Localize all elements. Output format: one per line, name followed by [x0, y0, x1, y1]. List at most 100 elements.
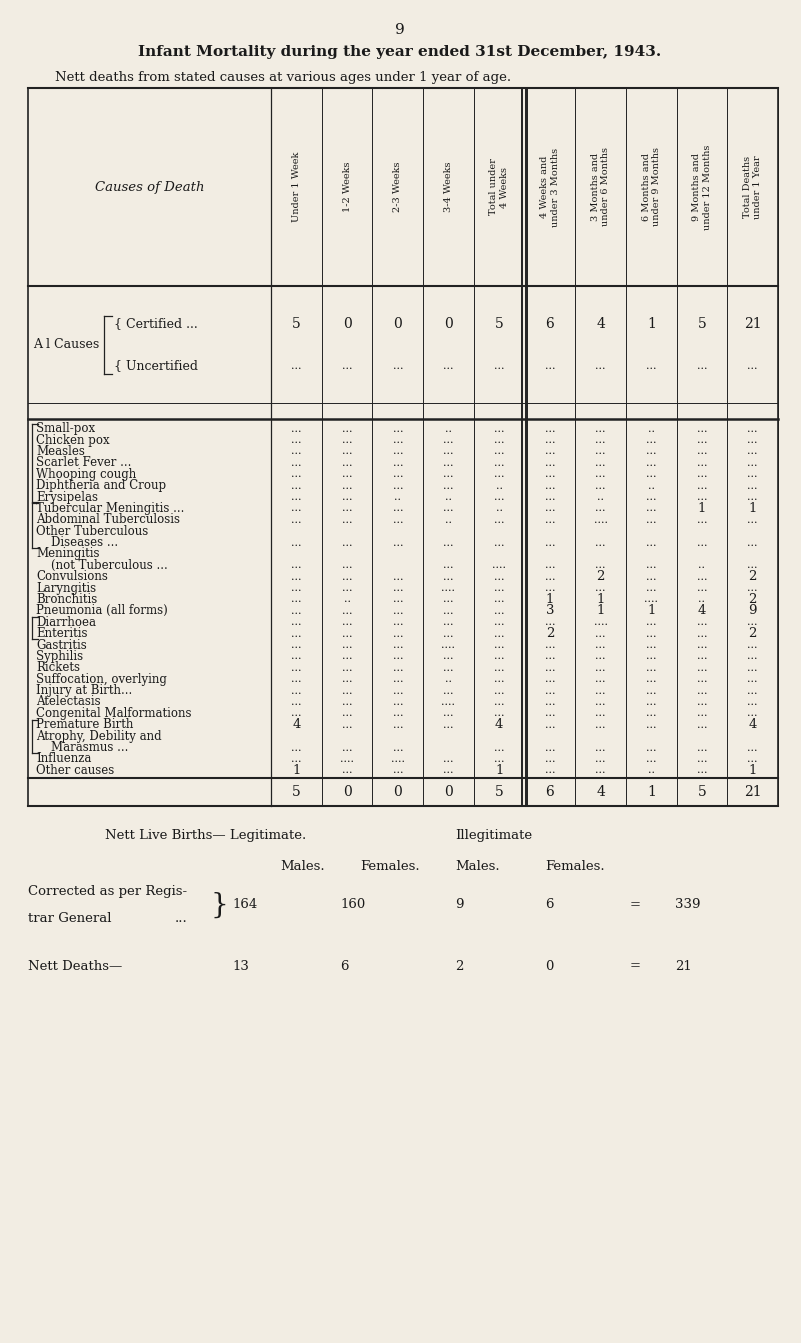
- Text: 4: 4: [596, 786, 605, 799]
- Text: ...: ...: [545, 514, 555, 525]
- Text: ...: ...: [747, 753, 758, 764]
- Text: ...: ...: [747, 560, 758, 571]
- Text: ...: ...: [342, 423, 352, 434]
- Text: ...: ...: [747, 481, 758, 490]
- Text: ...: ...: [646, 514, 657, 525]
- Text: ...: ...: [697, 435, 707, 445]
- Text: ...: ...: [545, 423, 555, 434]
- Text: ...: ...: [646, 435, 657, 445]
- Text: ....: ....: [441, 583, 456, 594]
- Text: ...: ...: [342, 504, 352, 513]
- Text: Tubercular Meningitis ...: Tubercular Meningitis ...: [36, 502, 184, 514]
- Text: ...: ...: [392, 708, 403, 719]
- Text: =: =: [630, 959, 641, 972]
- Text: ...: ...: [291, 629, 302, 639]
- Text: ....: ....: [391, 753, 405, 764]
- Text: ...: ...: [747, 492, 758, 502]
- Text: 6: 6: [545, 786, 554, 799]
- Text: ...: ...: [291, 674, 302, 684]
- Text: ...: ...: [291, 583, 302, 594]
- Text: 2: 2: [748, 627, 757, 641]
- Text: 0: 0: [343, 317, 352, 330]
- Text: ...: ...: [443, 618, 453, 627]
- Text: 1: 1: [597, 604, 605, 618]
- Text: 2-3 Weeks: 2-3 Weeks: [393, 161, 402, 212]
- Text: ...: ...: [545, 720, 555, 729]
- Text: ...: ...: [697, 651, 707, 662]
- Text: ...: ...: [392, 537, 403, 548]
- Text: 4: 4: [596, 317, 605, 330]
- Text: ...: ...: [646, 685, 657, 696]
- Text: ..: ..: [445, 492, 452, 502]
- Text: ...: ...: [545, 674, 555, 684]
- Text: ...: ...: [595, 537, 606, 548]
- Text: 4: 4: [292, 719, 300, 731]
- Text: ...: ...: [342, 663, 352, 673]
- Text: ...: ...: [545, 504, 555, 513]
- Text: ...: ...: [545, 560, 555, 571]
- Text: ...: ...: [747, 514, 758, 525]
- Text: Marasmus ...: Marasmus ...: [36, 741, 128, 753]
- Text: ...: ...: [646, 753, 657, 764]
- Text: 1-2 Weeks: 1-2 Weeks: [343, 161, 352, 212]
- Text: ...: ...: [494, 685, 505, 696]
- Text: ...: ...: [342, 469, 352, 479]
- Text: ....: ....: [492, 560, 506, 571]
- Text: ...: ...: [595, 446, 606, 457]
- Text: ..: ..: [648, 423, 654, 434]
- Text: ...: ...: [443, 446, 453, 457]
- Text: ..: ..: [394, 492, 401, 502]
- Text: ...: ...: [646, 458, 657, 467]
- Text: ...: ...: [291, 537, 302, 548]
- Text: Total Deaths
under 1 Year: Total Deaths under 1 Year: [743, 156, 763, 219]
- Text: { Uncertified: { Uncertified: [114, 360, 198, 372]
- Text: ...: ...: [392, 504, 403, 513]
- Text: ...: ...: [545, 492, 555, 502]
- Text: ....: ....: [594, 514, 607, 525]
- Text: Erysipelas: Erysipelas: [36, 490, 98, 504]
- Text: ...: ...: [342, 446, 352, 457]
- Text: 2: 2: [748, 594, 757, 606]
- Text: ..: ..: [648, 481, 654, 490]
- Text: ...: ...: [646, 492, 657, 502]
- Text: ...: ...: [545, 685, 555, 696]
- Text: ...: ...: [595, 743, 606, 752]
- Text: ...: ...: [443, 685, 453, 696]
- Text: ...: ...: [392, 446, 403, 457]
- Text: ...: ...: [494, 753, 505, 764]
- Text: ...: ...: [545, 361, 555, 371]
- Text: ...: ...: [342, 641, 352, 650]
- Text: 1: 1: [698, 502, 706, 514]
- Text: ...: ...: [595, 504, 606, 513]
- Text: ...: ...: [291, 560, 302, 571]
- Text: Nett Live Births— Legitimate.: Nett Live Births— Legitimate.: [105, 830, 306, 842]
- Text: ...: ...: [342, 435, 352, 445]
- Text: ..: ..: [445, 423, 452, 434]
- Text: ...: ...: [443, 753, 453, 764]
- Text: ...: ...: [342, 458, 352, 467]
- Text: ...: ...: [494, 674, 505, 684]
- Text: ...: ...: [443, 572, 453, 582]
- Text: ...: ...: [443, 595, 453, 604]
- Text: ...: ...: [646, 641, 657, 650]
- Text: 4 Weeks and
under 3 Months: 4 Weeks and under 3 Months: [540, 148, 560, 227]
- Text: ...: ...: [291, 435, 302, 445]
- Text: Females.: Females.: [360, 860, 420, 873]
- Text: 4: 4: [698, 604, 706, 618]
- Text: ...: ...: [392, 651, 403, 662]
- Text: Suffocation, overlying: Suffocation, overlying: [36, 673, 167, 686]
- Text: ...: ...: [646, 537, 657, 548]
- Text: ...: ...: [595, 663, 606, 673]
- Text: ...: ...: [494, 708, 505, 719]
- Text: 6: 6: [545, 317, 554, 330]
- Text: ...: ...: [747, 458, 758, 467]
- Text: ...: ...: [291, 697, 302, 706]
- Text: ...: ...: [747, 361, 758, 371]
- Text: ...: ...: [291, 753, 302, 764]
- Text: ...: ...: [291, 458, 302, 467]
- Text: ...: ...: [392, 766, 403, 775]
- Text: ...: ...: [747, 685, 758, 696]
- Text: Syphilis: Syphilis: [36, 650, 83, 663]
- Text: ...: ...: [392, 606, 403, 616]
- Text: Whooping cough: Whooping cough: [36, 467, 136, 481]
